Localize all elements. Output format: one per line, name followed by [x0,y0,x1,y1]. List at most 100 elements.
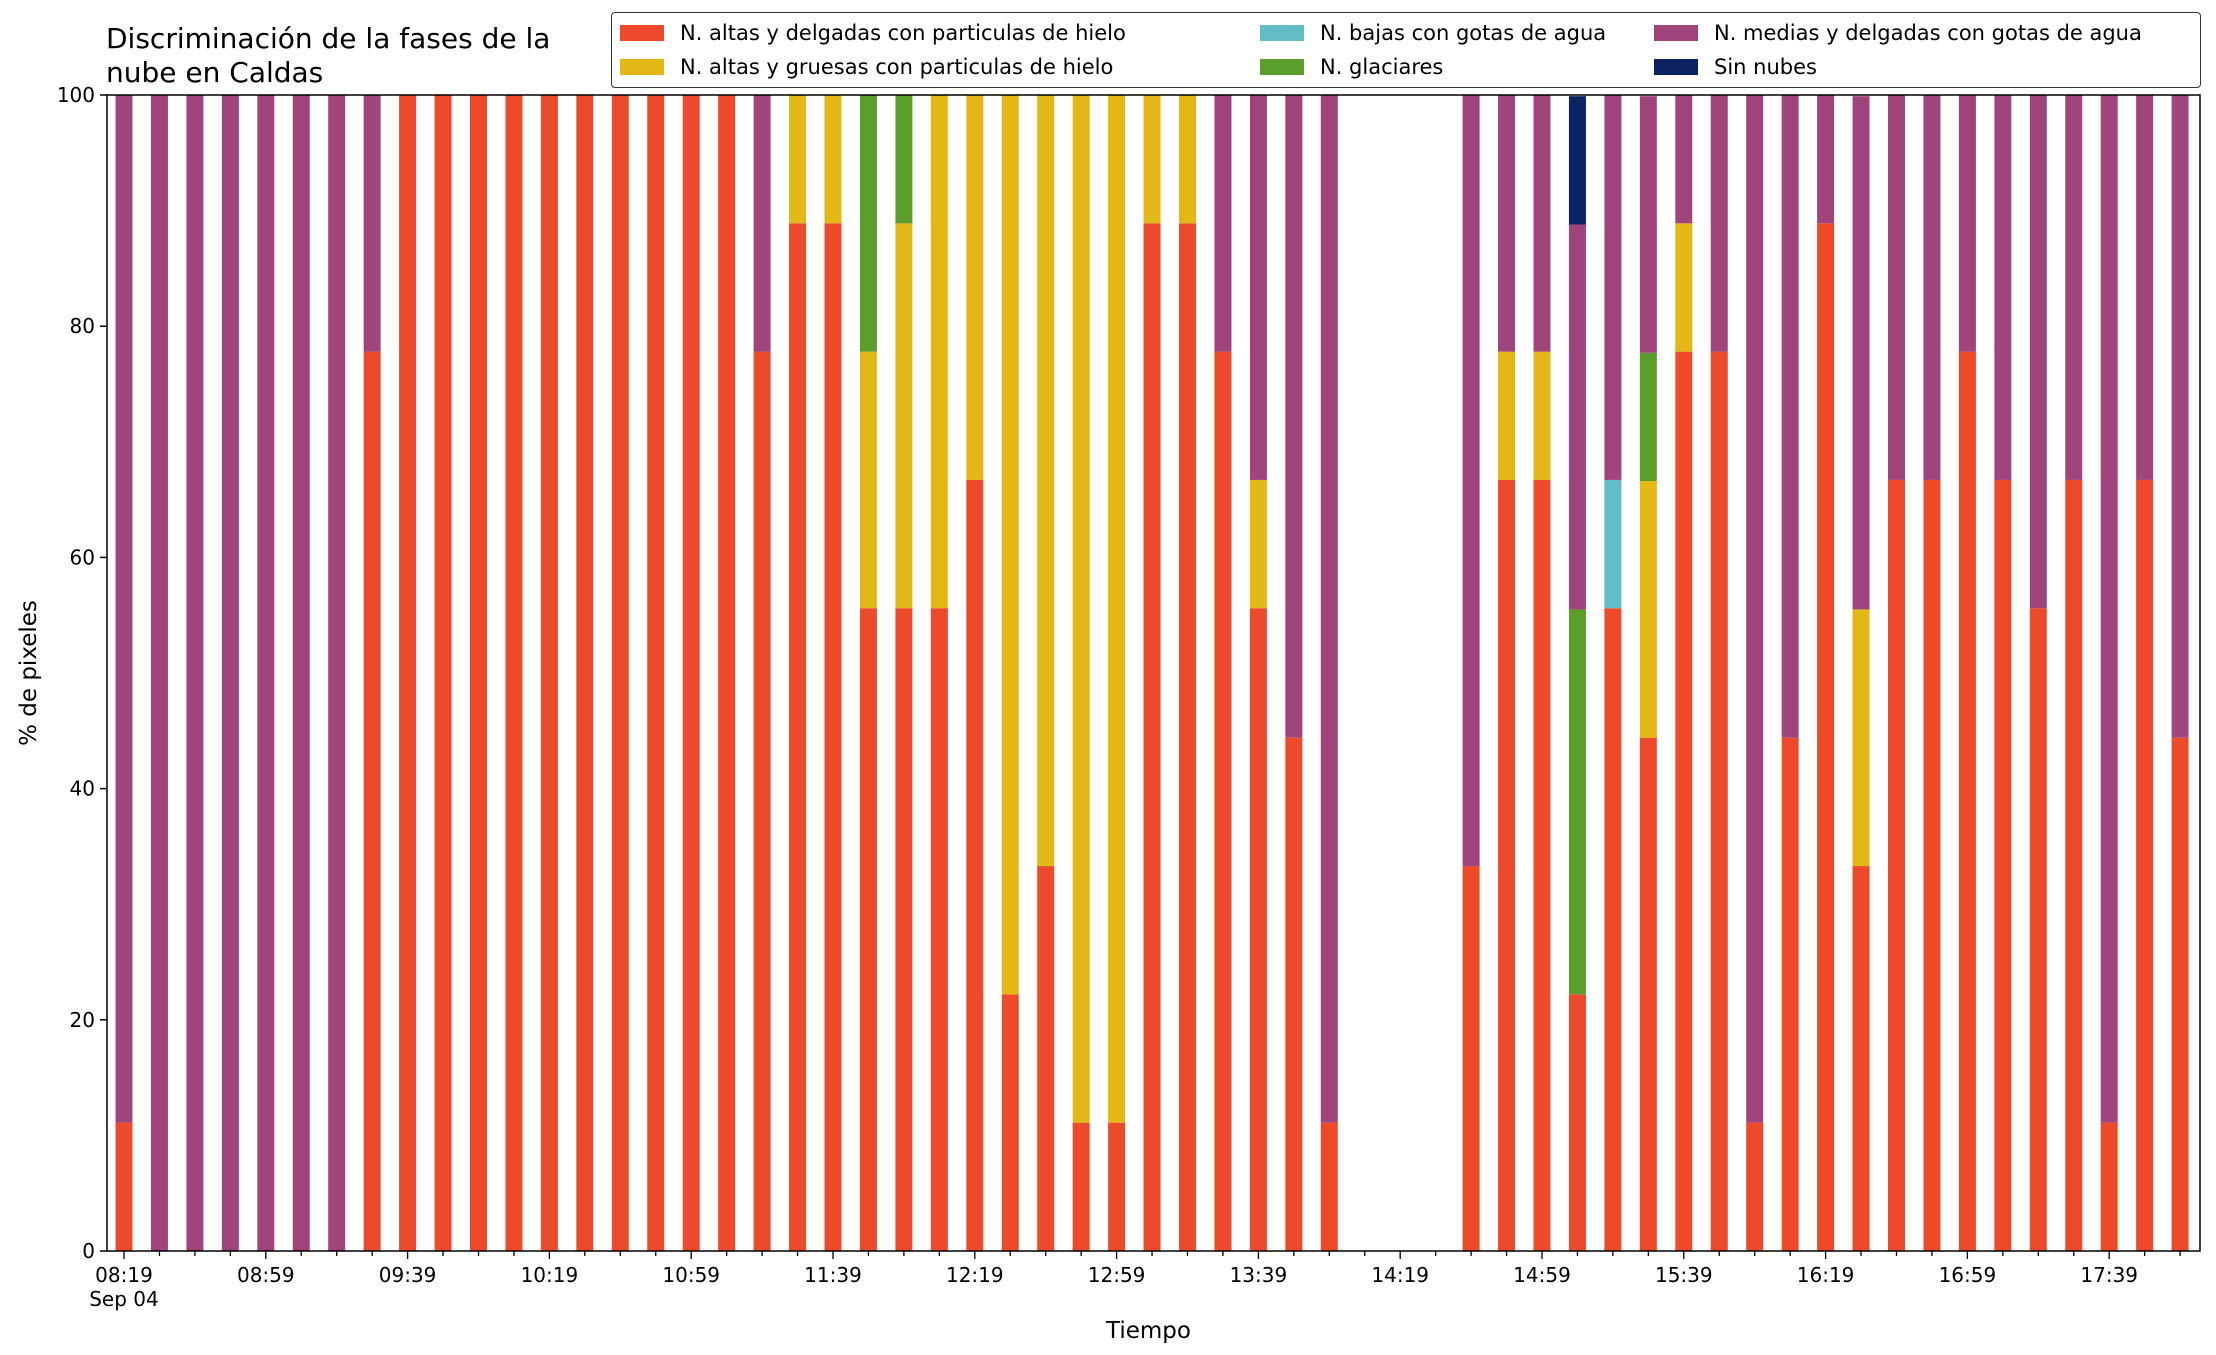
legend-swatch [620,59,664,75]
bar-segment [895,608,913,1251]
x-tick-label: 10:59 [662,1263,720,1287]
bar-segment [1639,481,1657,738]
legend-item: Sin nubes [1654,53,1817,81]
bar-segment [1285,95,1303,738]
bar-segment [1001,95,1019,995]
bar-segment [505,95,523,1251]
bar-segment [1249,479,1267,609]
bar-segment [1639,352,1657,482]
x-tick-label: 14:59 [1513,1263,1571,1287]
legend-label: N. medias y delgadas con gotas de agua [1714,21,2142,45]
bar-segment [115,95,133,1123]
bar-segment [328,95,346,1251]
bar-segment [186,95,204,1251]
legend-swatch [620,25,664,41]
bar-segment [1852,96,1870,610]
bar-segment [1781,737,1799,1251]
bar-segment [1604,95,1622,480]
y-tick-label: 60 [70,545,95,569]
bar-segment [1533,351,1551,480]
bar-segment [399,95,417,1251]
bar-segment [859,608,877,1251]
bar-segment [1143,223,1161,1251]
x-tick-label: 16:19 [1797,1263,1855,1287]
bar-segment [292,95,310,1251]
y-tick-label: 100 [57,83,95,107]
bar-segment [647,95,665,1251]
bar-segment [1675,95,1693,224]
legend-label: N. altas y gruesas con particulas de hie… [680,55,1114,79]
bar-segment [1179,223,1196,1251]
bar-segment [1462,95,1480,867]
x-tick-label: 14:19 [1371,1263,1429,1287]
bar-segment [1888,479,1905,1251]
bar-segment [2171,737,2189,1251]
plot-frame [106,94,2201,1252]
legend-swatch [1654,59,1698,75]
legend-item: N. glaciares [1260,53,1443,81]
chart-title: Discriminación de la fases de la nube en… [106,22,551,89]
bar-segment [363,95,381,352]
x-tick-label: 09:39 [379,1263,437,1287]
bar-segment [1214,95,1232,352]
bar-segment [363,351,381,1252]
bar-segment [2136,95,2154,480]
legend-swatch [1260,25,1304,41]
bar-segment [1958,95,1976,352]
bar-segment [824,95,842,224]
bar-segment [2100,1122,2118,1251]
y-tick-label: 40 [70,777,95,801]
bar-segment [1285,737,1303,1251]
bar-segment [2136,479,2154,1251]
bar-segment [966,479,984,1251]
bar-segment [1533,95,1551,352]
bar-segment [1817,95,1835,224]
bar-segment [1639,737,1657,1251]
bar-segment [1746,95,1764,1123]
bar-segment [1675,351,1693,1252]
bar-segment [859,95,877,352]
bar-segment [1249,608,1267,1251]
bar-segment [1604,479,1622,609]
bar-segment [1958,351,1976,1252]
bar-segment [1852,866,1870,1251]
bar-segment [2065,479,2083,1251]
legend-item: N. altas y gruesas con particulas de hie… [620,53,1113,81]
x-tick-label: 13:39 [1230,1263,1288,1287]
bar-segment [2029,608,2047,1251]
bar-segment [1498,351,1516,480]
bar-segment [1214,351,1232,1252]
bar-segment [2065,95,2083,480]
legend-label: N. altas y delgadas con particulas de hi… [680,21,1126,45]
bar-segment [1923,479,1941,1251]
x-tick-label: 08:19 Sep 04 [89,1263,159,1311]
x-tick-label: 16:59 [1939,1263,1997,1287]
bar-segment [1143,95,1161,224]
x-tick-label: 10:19 [521,1263,579,1287]
bar-segment [1710,351,1728,1252]
x-tick-label: 11:39 [804,1263,862,1287]
bar-segment [682,95,700,1251]
bar-segment [789,223,807,1251]
x-tick-label: 17:39 [2080,1263,2138,1287]
bar-segment [1249,95,1267,480]
bar-segment [1781,95,1799,738]
bar-segment [1072,1122,1090,1251]
bar-segment [1639,96,1657,353]
x-axis-label: Tiempo [1105,1318,1191,1344]
bar-segment [2100,95,2118,1123]
y-tick-label: 0 [82,1239,95,1263]
bar-segment [1852,609,1870,867]
bar-segment [576,95,594,1251]
x-tick-label: 12:59 [1088,1263,1146,1287]
bar-segment [930,95,948,609]
legend-item: N. altas y delgadas con particulas de hi… [620,19,1126,47]
bar-segment [789,95,807,224]
bar-segment [1108,95,1126,1123]
bar-segment [1994,479,2012,1251]
bar-segment [1533,479,1551,1251]
legend-item: N. bajas con gotas de agua [1260,19,1606,47]
bar-segment [1604,608,1622,1251]
x-tick-label: 08:59 [237,1263,295,1287]
